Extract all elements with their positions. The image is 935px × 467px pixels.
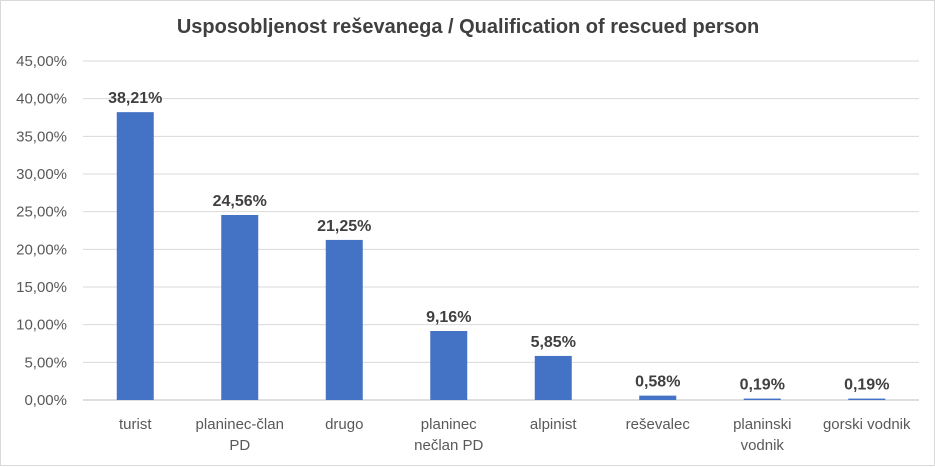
bar <box>116 112 154 400</box>
bar <box>743 398 781 400</box>
category-label: planinski vodnik <box>733 416 791 454</box>
bar <box>221 214 259 400</box>
y-tick-label: 0,00% <box>24 392 67 409</box>
category-label: turist <box>119 416 152 433</box>
y-axis-ticks: 0,00% 5,00% 10,00% 15,00% 20,00% 25,00% 30,00%… <box>16 53 67 409</box>
y-tick-label: 20,00% <box>16 241 67 258</box>
bar <box>639 395 677 400</box>
y-tick-label: 45,00% <box>16 53 67 70</box>
chart-title: Usposobljenost reševanega / Qualificatio… <box>177 16 759 38</box>
data-label: 0,58% <box>635 374 680 391</box>
y-tick-label: 40,00% <box>16 91 67 108</box>
data-label: 24,56% <box>213 193 267 210</box>
bars <box>116 112 886 400</box>
bar <box>848 398 886 400</box>
data-label: 9,16% <box>426 309 471 326</box>
category-label: gorski vodnik <box>823 416 911 433</box>
y-tick-label: 15,00% <box>16 279 67 296</box>
category-label: reševalec <box>626 416 691 433</box>
data-labels: 38,21% 24,56% 21,25% 9,16% 5,85% 0,58% 0,19% 0,… <box>108 90 889 393</box>
bar <box>534 355 572 400</box>
y-tick-label: 25,00% <box>16 204 67 221</box>
data-label: 0,19% <box>740 377 785 394</box>
y-tick-label: 10,00% <box>16 317 67 334</box>
category-label: drugo <box>325 416 363 433</box>
bar <box>430 330 468 400</box>
x-axis-categories: turist planinec-član PD drugo planinec nečlan… <box>119 416 911 454</box>
y-tick-label: 30,00% <box>16 166 67 183</box>
bar <box>325 239 363 400</box>
data-label: 38,21% <box>108 90 162 107</box>
data-label: 0,19% <box>844 377 889 394</box>
data-label: 5,85% <box>531 334 576 351</box>
category-label: planinec nečlan PD <box>414 416 483 454</box>
y-tick-label: 35,00% <box>16 128 67 145</box>
category-label: alpinist <box>530 416 578 433</box>
category-label: planinec-član PD <box>196 416 284 454</box>
y-tick-label: 5,00% <box>24 354 67 371</box>
gridlines <box>83 60 919 401</box>
data-label: 21,25% <box>317 218 371 235</box>
